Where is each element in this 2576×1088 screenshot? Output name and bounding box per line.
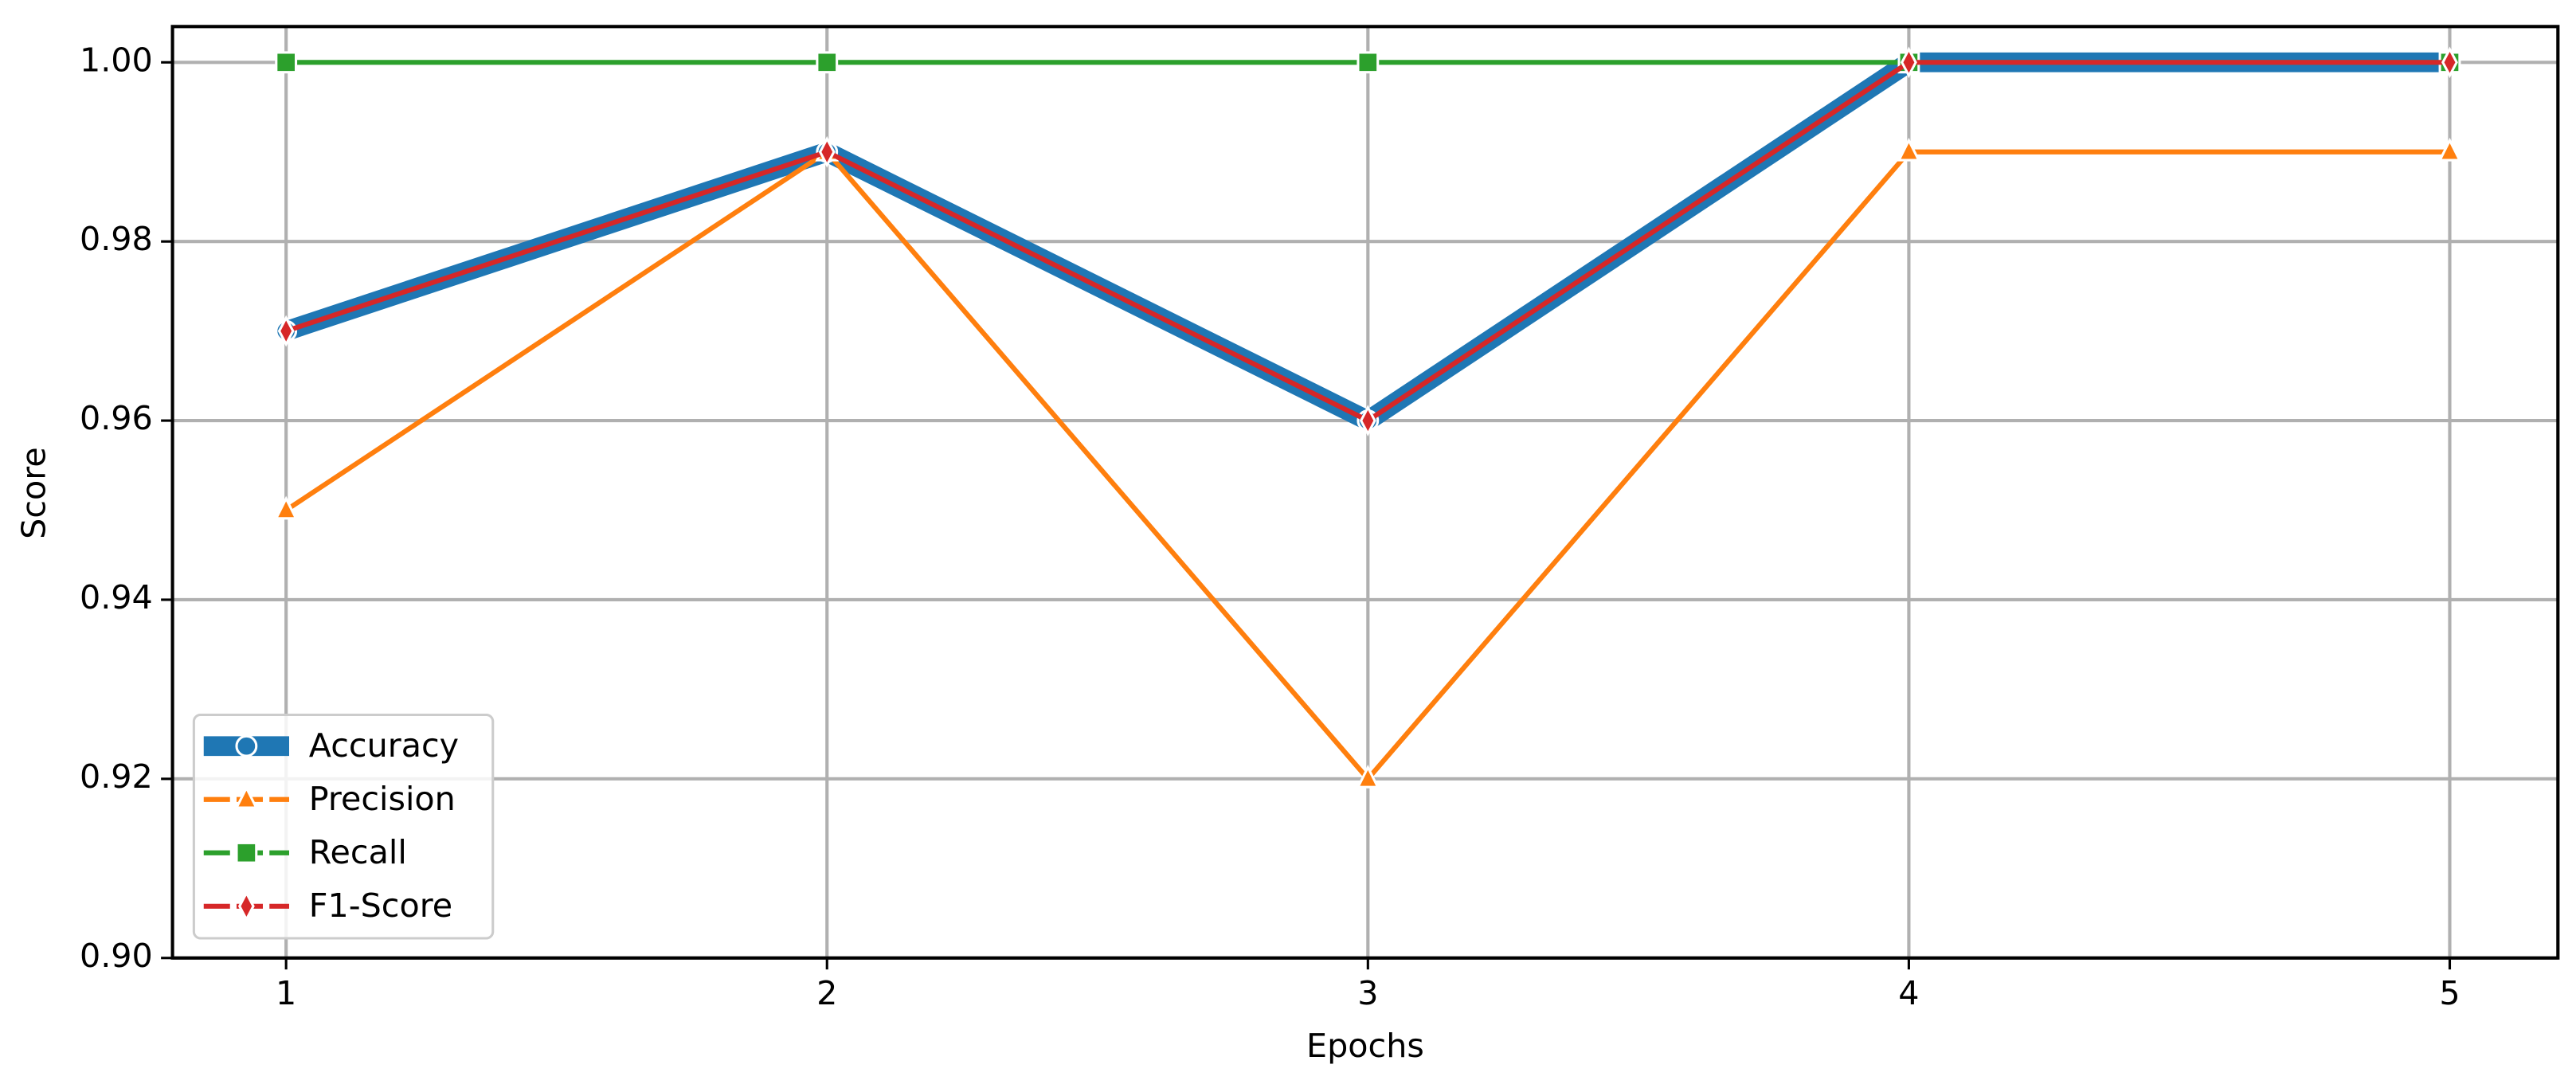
marker (237, 890, 255, 922)
x-tick-label: 1 (276, 974, 296, 1012)
marker (1897, 137, 1921, 162)
x-tick-label: 3 (1357, 974, 1378, 1012)
x-tick-label: 5 (2439, 974, 2460, 1012)
legend-label: Accuracy (309, 726, 459, 765)
marker (234, 785, 259, 809)
y-tick-label: 1.00 (80, 41, 153, 79)
marker (275, 51, 298, 74)
marker (277, 315, 295, 347)
legend-label: Precision (309, 780, 456, 818)
legend-label: Recall (309, 833, 407, 871)
y-tick-label: 0.94 (80, 578, 153, 616)
marker (816, 51, 839, 74)
marker (2437, 137, 2462, 162)
marker (1357, 51, 1380, 74)
x-axis-label: Epochs (1306, 1027, 1424, 1065)
marker (1356, 764, 1380, 789)
marker (1901, 46, 1917, 79)
marker (274, 495, 299, 520)
y-axis-label: Score (14, 447, 53, 539)
y-tick-label: 0.96 (80, 399, 153, 437)
y-tick-label: 0.90 (80, 937, 153, 975)
x-tick-label: 4 (1898, 974, 1919, 1012)
marker (2441, 46, 2458, 79)
marker (1359, 405, 1376, 436)
legend-box (192, 713, 495, 940)
x-tick-label: 2 (816, 974, 837, 1012)
marker (235, 734, 258, 757)
marker (818, 135, 836, 168)
marker (235, 841, 258, 864)
plot-frame (170, 25, 2560, 960)
legend-label: F1-Score (309, 886, 452, 925)
y-tick-label: 0.98 (80, 220, 153, 258)
y-tick-label: 0.92 (80, 757, 153, 796)
